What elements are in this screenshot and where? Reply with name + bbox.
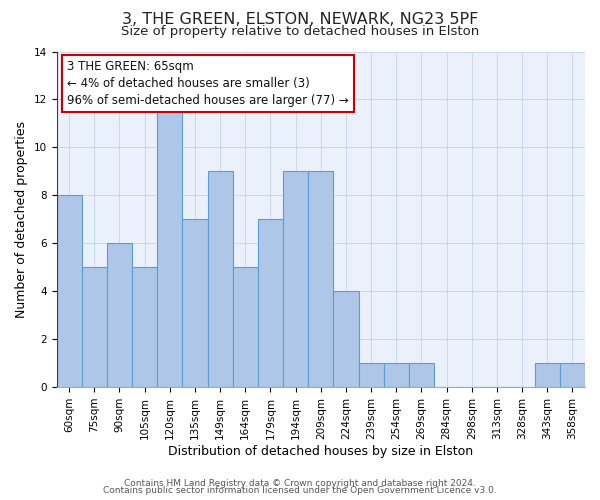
Bar [208,172,233,387]
Bar [283,172,308,387]
Y-axis label: Number of detached properties: Number of detached properties [15,121,28,318]
Bar [560,363,585,387]
Bar [359,363,383,387]
Bar [535,363,560,387]
Bar [409,363,434,387]
Bar [157,100,182,387]
Text: Contains public sector information licensed under the Open Government Licence v3: Contains public sector information licen… [103,486,497,495]
Bar [258,220,283,387]
Bar [182,220,208,387]
Bar [334,291,359,387]
Bar [233,267,258,387]
Bar [383,363,409,387]
Text: Size of property relative to detached houses in Elston: Size of property relative to detached ho… [121,25,479,38]
X-axis label: Distribution of detached houses by size in Elston: Distribution of detached houses by size … [168,444,473,458]
Text: 3, THE GREEN, ELSTON, NEWARK, NG23 5PF: 3, THE GREEN, ELSTON, NEWARK, NG23 5PF [122,12,478,28]
Bar [308,172,334,387]
Bar [132,267,157,387]
Bar [82,267,107,387]
Text: 3 THE GREEN: 65sqm
← 4% of detached houses are smaller (3)
96% of semi-detached : 3 THE GREEN: 65sqm ← 4% of detached hous… [67,60,349,107]
Text: Contains HM Land Registry data © Crown copyright and database right 2024.: Contains HM Land Registry data © Crown c… [124,478,476,488]
Bar [56,196,82,387]
Bar [107,244,132,387]
